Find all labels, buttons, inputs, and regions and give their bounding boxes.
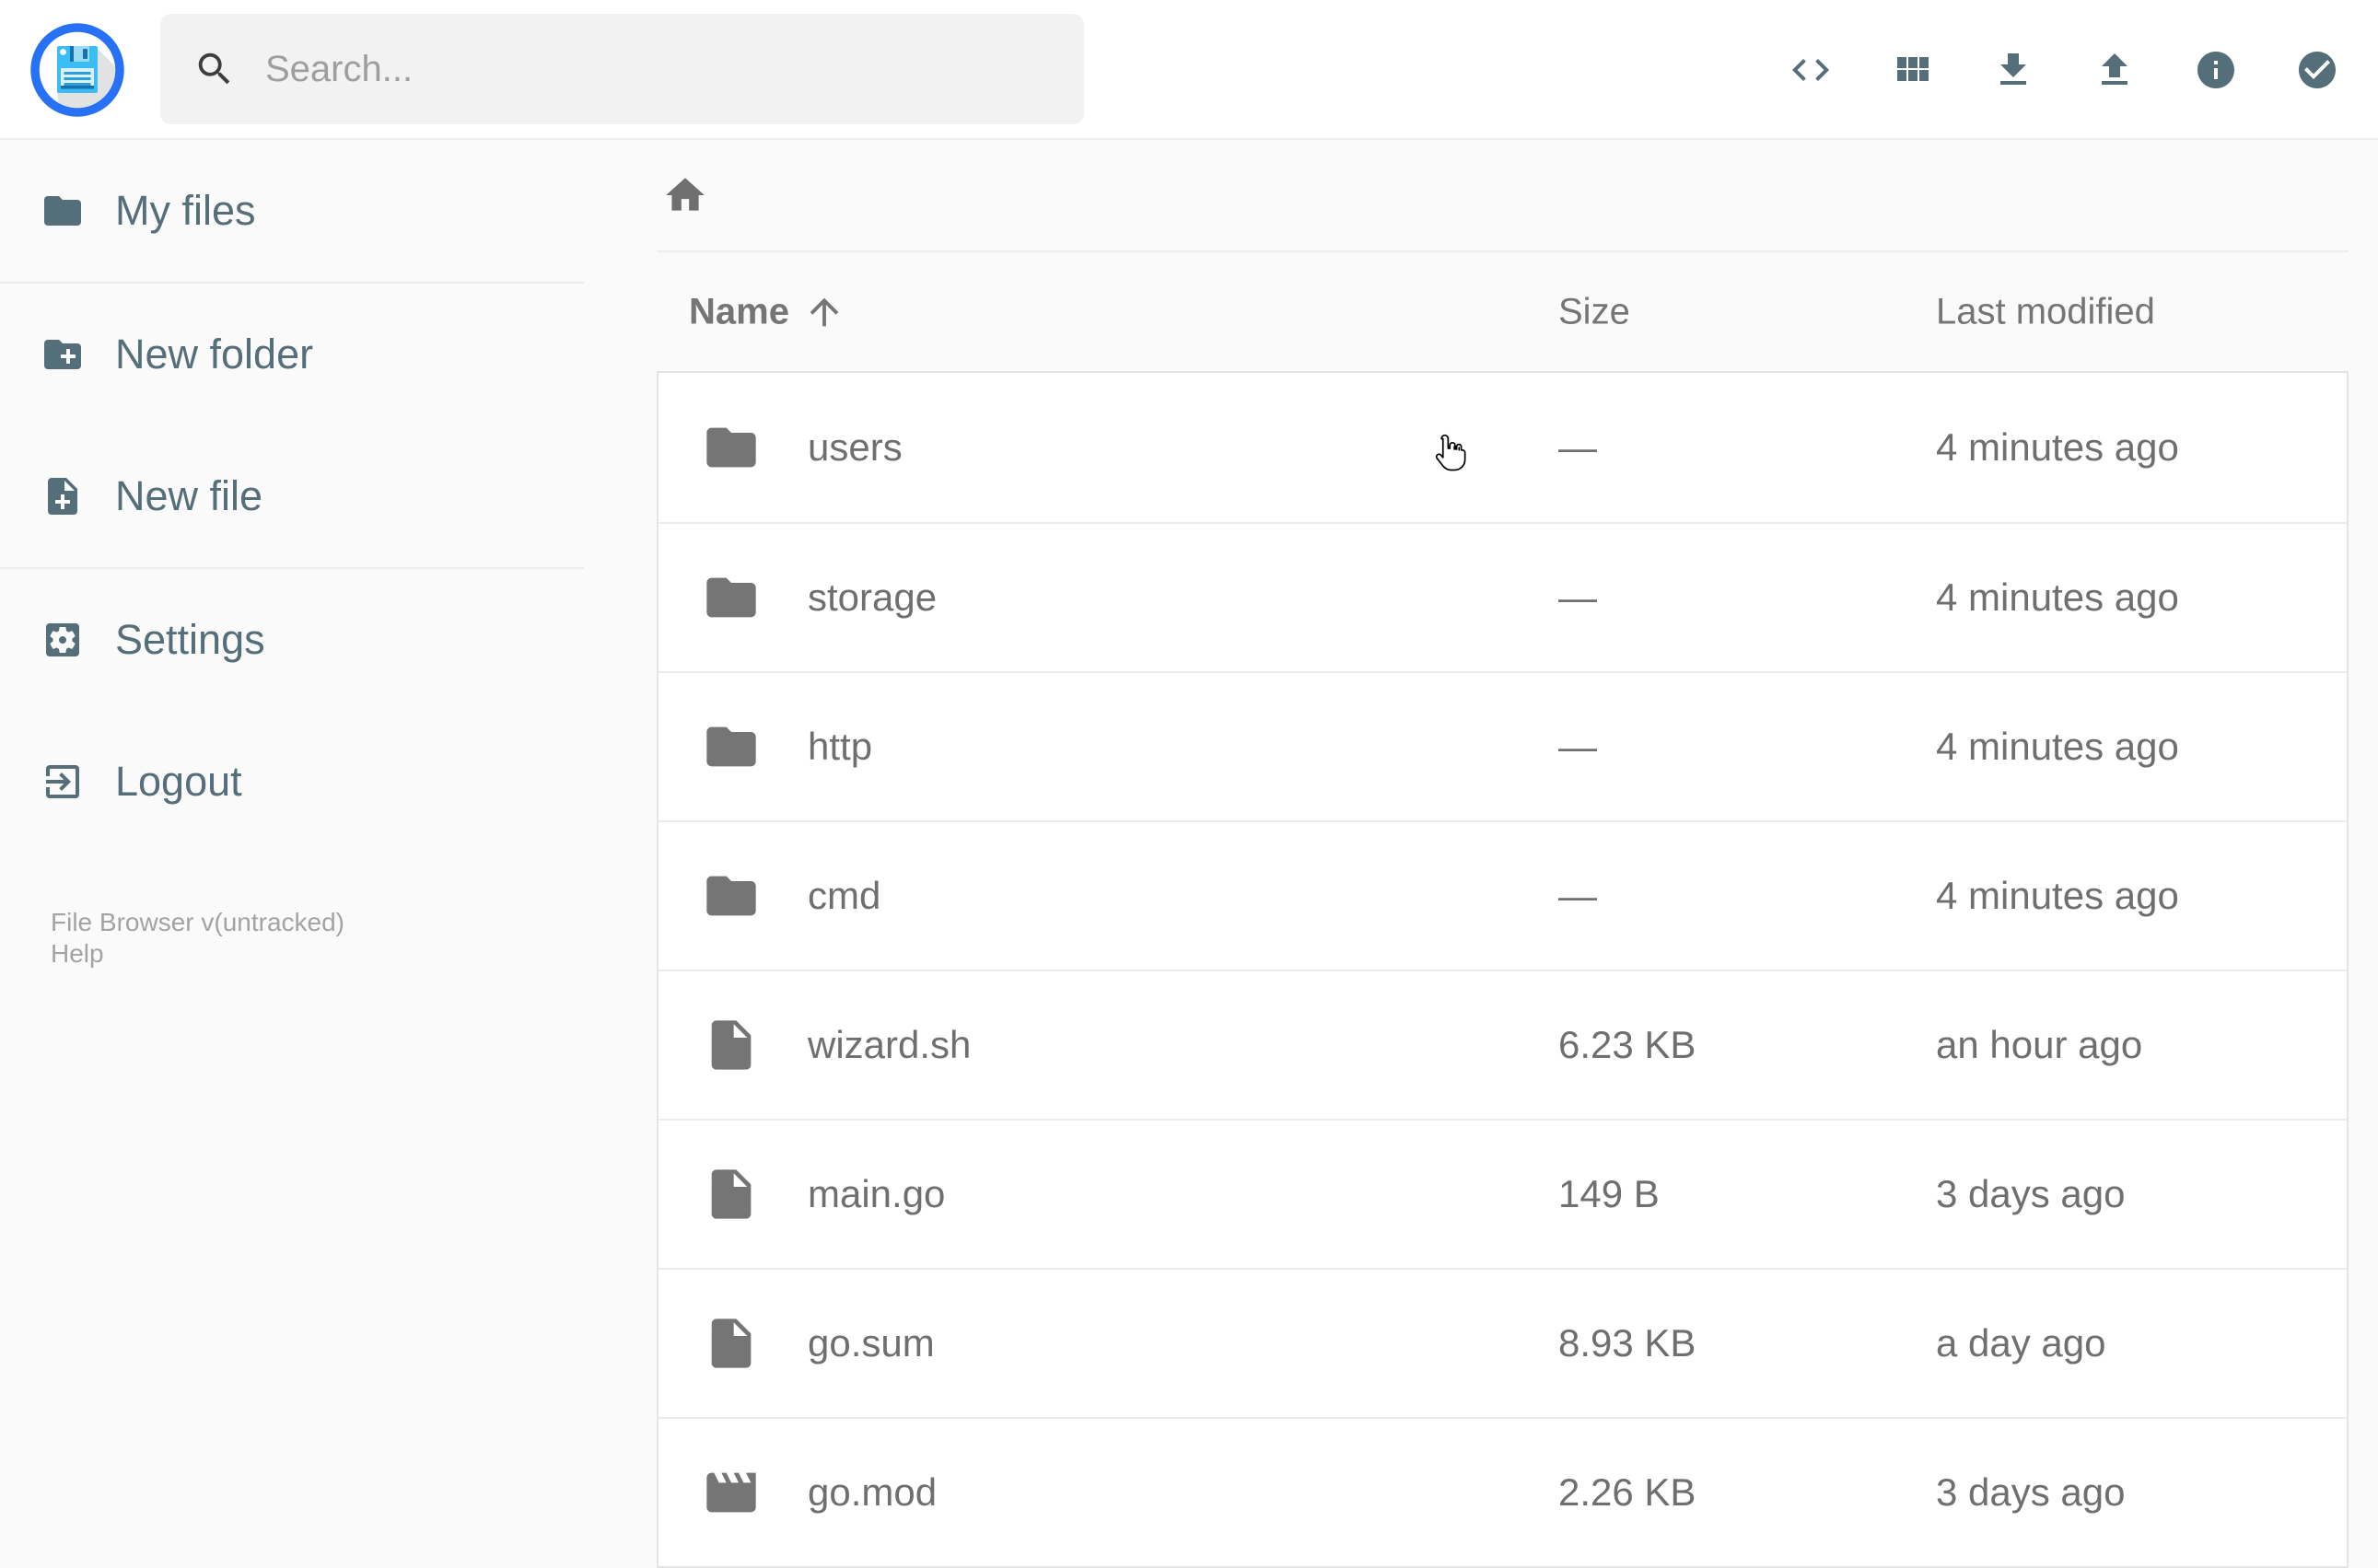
shell-button[interactable]: [1789, 48, 1833, 92]
upload-button[interactable]: [2092, 48, 2137, 92]
file-name: users: [808, 425, 903, 469]
new-file-icon: [48, 478, 77, 515]
download-icon: [2000, 53, 2026, 85]
file-modified: 3 days ago: [1936, 1172, 2126, 1215]
listing-header: Name Size Last modified: [657, 252, 2349, 371]
column-header-size[interactable]: Size: [1558, 291, 1630, 331]
sidebar-item-label: Logout: [115, 758, 242, 805]
file-icon: [702, 1314, 761, 1373]
file-size: —: [1558, 425, 1597, 469]
file-modified: 4 minutes ago: [1936, 425, 2179, 469]
file-size: 8.93 KB: [1558, 1321, 1696, 1365]
table-row-go-mod[interactable]: go.mod 2.26 KB 3 days ago: [659, 1417, 2347, 1566]
top-bar: [0, 0, 2378, 140]
search-bar[interactable]: [160, 14, 1084, 124]
sidebar-item-my-files[interactable]: My files: [0, 140, 584, 282]
file-icon: [702, 1016, 761, 1074]
sidebar-item-new-file[interactable]: New file: [0, 425, 584, 567]
file-size: 2.26 KB: [1558, 1470, 1696, 1514]
sidebar-item-new-folder[interactable]: New folder: [0, 284, 584, 425]
breadcrumb: [657, 140, 2349, 252]
sidebar: My files New folder New file Settings Lo…: [0, 140, 584, 968]
file-modified: a day ago: [1936, 1321, 2106, 1365]
info-icon: [2197, 52, 2234, 88]
column-header-name[interactable]: Name: [689, 291, 789, 331]
folder-icon: [44, 196, 81, 226]
table-row-http[interactable]: http — 4 minutes ago: [659, 671, 2347, 820]
sort-ascending-button[interactable]: [803, 291, 845, 333]
search-icon: [198, 52, 230, 85]
file-name: cmd: [808, 874, 881, 917]
folder-icon: [702, 866, 761, 925]
file-modified: 4 minutes ago: [1936, 874, 2179, 917]
file-name: main.go: [808, 1172, 946, 1215]
info-button[interactable]: [2194, 48, 2238, 92]
table-row-users[interactable]: users — 4 minutes ago: [659, 373, 2347, 522]
select-multiple-button[interactable]: [2295, 48, 2339, 92]
logout-icon: [46, 765, 79, 798]
table-row-storage[interactable]: storage — 4 minutes ago: [659, 522, 2347, 671]
file-name: storage: [808, 575, 938, 619]
arrow-upward-icon: [810, 297, 839, 326]
table-row-main-go[interactable]: main.go 149 B 3 days ago: [659, 1119, 2347, 1268]
sidebar-divider: [0, 567, 584, 569]
file-size: 6.23 KB: [1558, 1023, 1696, 1066]
column-header-modified[interactable]: Last modified: [1936, 291, 2155, 331]
file-size: —: [1558, 874, 1597, 917]
sidebar-item-label: Settings: [115, 616, 265, 663]
app-version-text: File Browser v(untracked): [51, 908, 344, 936]
file-size: —: [1558, 725, 1597, 768]
file-size: 149 B: [1558, 1172, 1660, 1215]
header-actions: [1789, 0, 2339, 140]
floppy-disk-logo-icon: [30, 23, 124, 117]
file-listing-area: Name Size Last modified users — 4 minute…: [584, 140, 2378, 1568]
sidebar-item-label: New file: [115, 472, 263, 519]
movie-icon: [702, 1463, 761, 1522]
sidebar-credits: File Browser v(untracked) Help: [51, 907, 344, 970]
download-button[interactable]: [1991, 48, 2035, 92]
table-row-go-sum[interactable]: go.sum 8.93 KB a day ago: [659, 1268, 2347, 1417]
home-icon: [666, 178, 705, 211]
upload-icon: [2102, 53, 2127, 85]
file-modified: 4 minutes ago: [1936, 725, 2179, 768]
file-name: go.mod: [808, 1470, 938, 1514]
sidebar-item-label: My files: [115, 187, 256, 234]
file-name: go.sum: [808, 1321, 935, 1365]
filebrowser-logo[interactable]: [29, 22, 125, 118]
table-row-cmd[interactable]: cmd — 4 minutes ago: [659, 820, 2347, 970]
file-size: —: [1558, 575, 1597, 619]
sidebar-item-label: New folder: [115, 331, 314, 377]
grid-view-icon: [1897, 57, 1929, 81]
file-icon: [702, 1165, 761, 1224]
folder-icon: [702, 418, 761, 477]
sidebar-item-settings[interactable]: Settings: [0, 569, 584, 711]
file-modified: 4 minutes ago: [1936, 575, 2179, 619]
file-modified: 3 days ago: [1936, 1470, 2126, 1514]
folder-icon: [702, 568, 761, 627]
check-circle-icon: [2299, 52, 2336, 88]
file-list: users — 4 minutes ago storage — 4 minute…: [657, 371, 2349, 1568]
file-name: wizard.sh: [808, 1023, 972, 1066]
file-name: http: [808, 725, 873, 768]
search-input[interactable]: [263, 47, 1074, 91]
settings-icon: [46, 623, 79, 656]
sidebar-divider: [0, 282, 584, 284]
folder-icon: [702, 717, 761, 776]
file-modified: an hour ago: [1936, 1023, 2143, 1066]
help-link[interactable]: Help: [51, 939, 104, 968]
table-row-wizard-sh[interactable]: wizard.sh 6.23 KB an hour ago: [659, 970, 2347, 1119]
breadcrumb-home-button[interactable]: [662, 172, 708, 218]
sidebar-item-logout[interactable]: Logout: [0, 711, 584, 853]
switch-view-button[interactable]: [1890, 48, 1934, 92]
new-folder-icon: [44, 340, 81, 369]
code-icon: [1792, 59, 1829, 81]
